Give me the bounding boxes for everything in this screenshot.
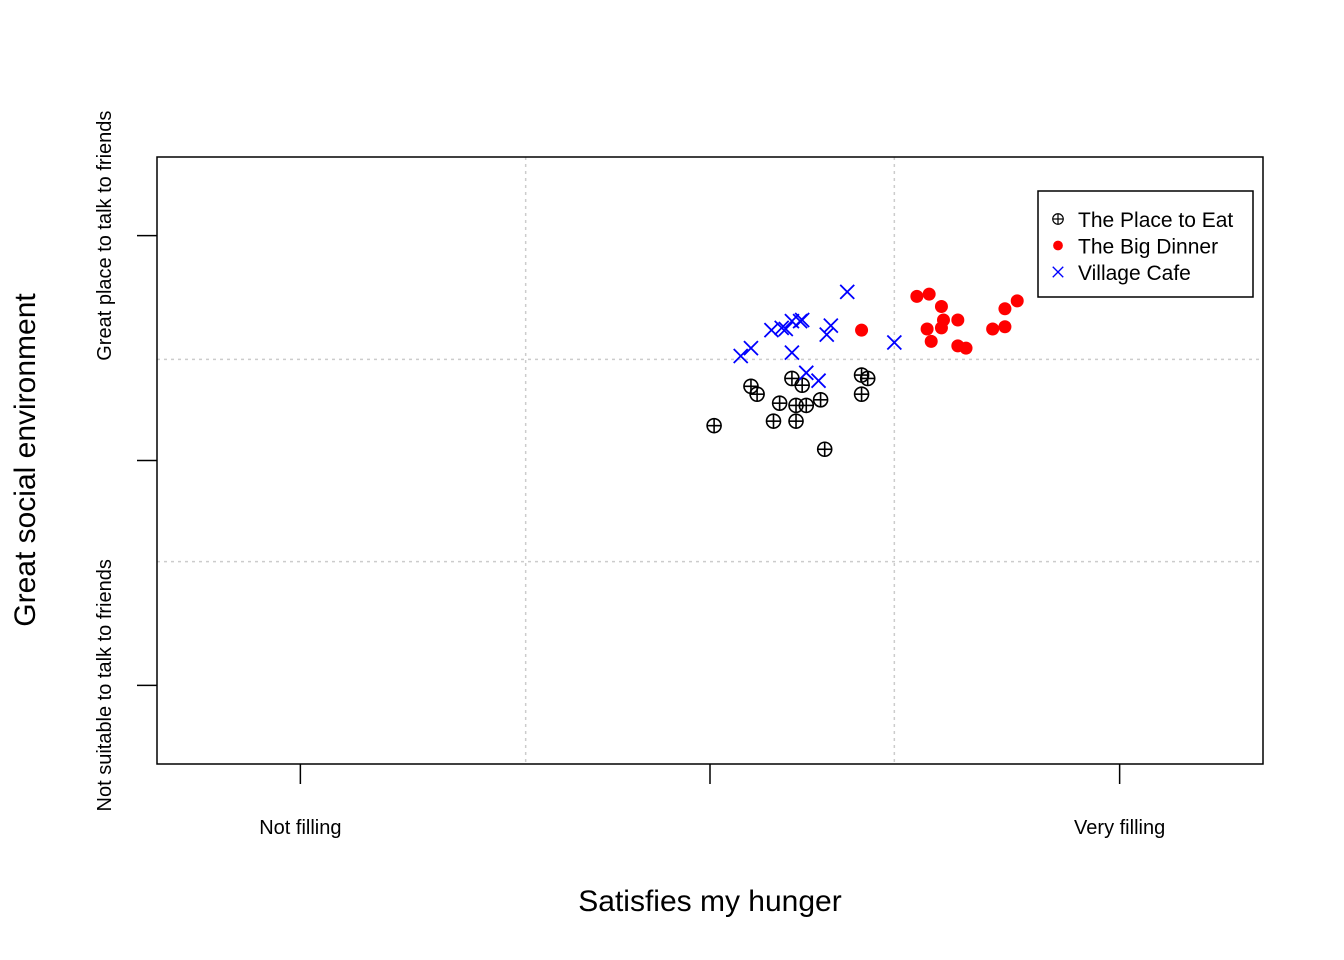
data-point-series-2 bbox=[924, 334, 938, 348]
data-point-series-1 bbox=[706, 417, 722, 434]
legend-box bbox=[1037, 190, 1254, 298]
data-point-series-1 bbox=[812, 391, 829, 408]
x-axis: Not filling Very filling bbox=[259, 764, 1165, 839]
data-point-series-1 bbox=[798, 397, 815, 414]
data-point-series-3 bbox=[794, 312, 810, 328]
legend: The Place to Eat The Big Dinner Village Ca… bbox=[1037, 190, 1254, 298]
data-point-series-3 bbox=[774, 320, 790, 336]
x-tick-label: Not filling bbox=[259, 817, 341, 839]
data-point-series-1 bbox=[853, 386, 870, 402]
x-tick-label: Very filling bbox=[1074, 817, 1165, 839]
data-point-series-1 bbox=[794, 377, 810, 393]
data-point-series-2 bbox=[910, 289, 924, 303]
data-point-series-3 bbox=[798, 365, 814, 381]
data-point-series-1 bbox=[788, 413, 804, 429]
legend-marker-2 bbox=[1053, 240, 1063, 251]
legend-label: The Big Dinner bbox=[1078, 236, 1218, 259]
data-point-series-3 bbox=[733, 348, 749, 364]
data-point-series-2 bbox=[922, 287, 936, 301]
data-point-series-2 bbox=[959, 341, 973, 355]
data-point-series-1 bbox=[859, 370, 876, 387]
data-point-series-2 bbox=[855, 323, 869, 337]
data-point-series-2 bbox=[951, 313, 965, 327]
data-point-series-2 bbox=[986, 322, 1000, 336]
data-point-series-1 bbox=[771, 395, 788, 411]
y-tick-label: Not suitable to talk to friends bbox=[94, 559, 116, 811]
data-point-series-3 bbox=[823, 317, 839, 334]
data-point-series-2 bbox=[998, 302, 1012, 316]
data-point-series-1 bbox=[784, 370, 800, 387]
data-point-series-1 bbox=[765, 413, 782, 429]
data-point-series-3 bbox=[743, 340, 759, 356]
data-point-series-3 bbox=[886, 334, 902, 351]
data-point-series-1 bbox=[749, 386, 765, 402]
data-point-series-1 bbox=[816, 441, 833, 458]
legend-label: The Place to Eat bbox=[1078, 209, 1233, 232]
data-point-series-2 bbox=[934, 321, 948, 335]
grid-lines bbox=[157, 157, 1263, 764]
data-point-series-2 bbox=[998, 320, 1012, 334]
y-axis: Not suitable to talk to friends Great pla… bbox=[94, 111, 157, 811]
y-tick-label: Great place to talk to friends bbox=[94, 111, 116, 361]
data-point-series-3 bbox=[810, 373, 827, 389]
legend-label: Village Cafe bbox=[1078, 262, 1191, 285]
y-axis-title: Great social environment bbox=[9, 293, 42, 627]
data-point-series-3 bbox=[784, 344, 800, 361]
data-point-series-3 bbox=[839, 284, 855, 300]
data-point-series-3 bbox=[763, 322, 780, 338]
data-points bbox=[706, 284, 1024, 458]
data-point-series-3 bbox=[778, 321, 794, 337]
data-point-series-3 bbox=[819, 326, 835, 343]
data-point-series-2 bbox=[934, 300, 948, 314]
legend-marker-3 bbox=[1052, 266, 1064, 278]
x-axis-title: Satisfies my hunger bbox=[578, 885, 841, 918]
data-point-series-2 bbox=[920, 322, 934, 336]
data-point-series-2 bbox=[1010, 294, 1024, 308]
legend-marker-1 bbox=[1052, 213, 1064, 225]
